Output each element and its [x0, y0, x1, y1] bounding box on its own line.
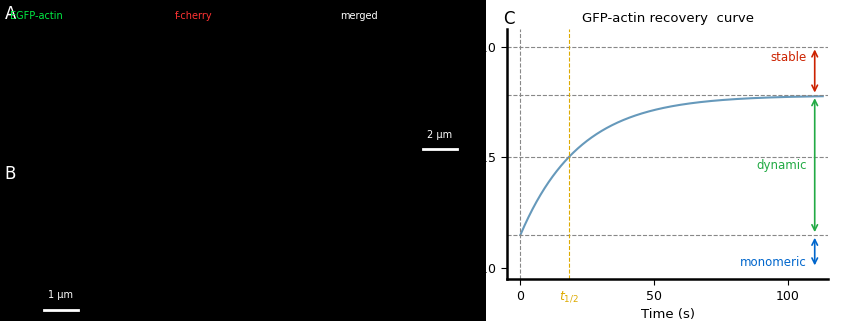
Text: monomeric: monomeric	[739, 256, 806, 269]
Title: GFP-actin recovery  curve: GFP-actin recovery curve	[581, 12, 753, 25]
Text: 2 μm: 2 μm	[427, 130, 452, 140]
Y-axis label: Normalized fluorescence intensity: Normalized fluorescence intensity	[461, 59, 470, 249]
Text: $t_{1/2}$: $t_{1/2}$	[558, 289, 577, 304]
Text: f-cherry: f-cherry	[175, 11, 213, 21]
Text: B: B	[5, 165, 16, 183]
Text: merged: merged	[339, 11, 377, 21]
Text: EGFP-actin: EGFP-actin	[10, 11, 62, 21]
Text: stable: stable	[770, 51, 806, 64]
Text: A: A	[5, 5, 16, 23]
X-axis label: Time (s): Time (s)	[640, 308, 694, 321]
Text: dynamic: dynamic	[755, 159, 806, 172]
Text: 1 μm: 1 μm	[48, 290, 73, 300]
Text: C: C	[502, 10, 514, 28]
